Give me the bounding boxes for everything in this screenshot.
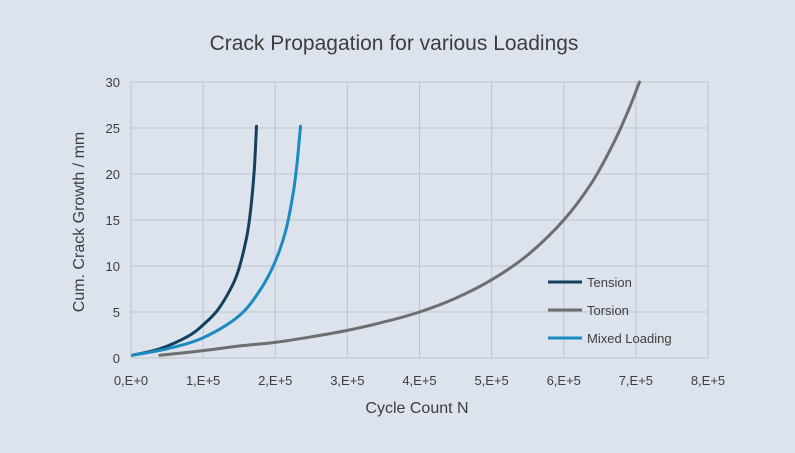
legend-label-mixed-loading: Mixed Loading (587, 331, 672, 346)
series-line-mixed-loading (130, 124, 302, 357)
x-tick-label: 7,E+5 (619, 373, 653, 388)
y-tick-label: 25 (106, 121, 120, 136)
legend: Tension Torsion Mixed Loading (548, 275, 672, 346)
y-tick-label: 15 (106, 213, 120, 228)
y-tick-label: 5 (113, 305, 120, 320)
x-tick-label: 4,E+5 (402, 373, 436, 388)
series-line-tension (130, 124, 258, 357)
x-axis-label: Cycle Count N (365, 400, 468, 417)
chart-title: Crack Propagation for various Loadings (210, 32, 579, 55)
x-tick-label: 1,E+5 (186, 373, 220, 388)
x-tick-label: 6,E+5 (547, 373, 581, 388)
legend-label-tension: Tension (587, 275, 632, 290)
x-tick-label: 8,E+5 (691, 373, 725, 388)
series-lines (130, 80, 641, 357)
series-line-torsion (158, 80, 641, 357)
tick-labels: 0 5 10 15 20 25 30 0,E+0 1,E+5 2,E+5 3,E+5 4,E+5 5,E… (106, 75, 726, 388)
y-tick-label: 30 (106, 75, 120, 90)
y-tick-label: 0 (113, 351, 120, 366)
y-tick-label: 10 (106, 259, 120, 274)
y-tick-label: 20 (106, 167, 120, 182)
x-tick-label: 3,E+5 (330, 373, 364, 388)
x-tick-label: 5,E+5 (474, 373, 508, 388)
x-tick-label: 0,E+0 (114, 373, 148, 388)
legend-label-torsion: Torsion (587, 303, 629, 318)
y-axis-label: Cum. Crack Growth / mm (71, 132, 88, 312)
x-tick-label: 2,E+5 (258, 373, 292, 388)
